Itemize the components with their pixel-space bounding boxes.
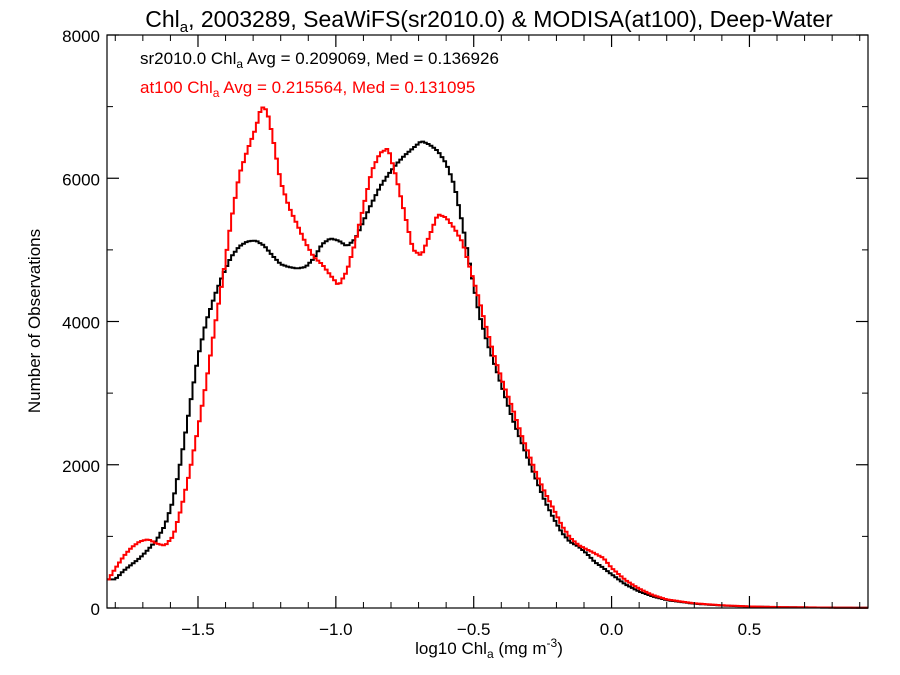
y-tick-label: 2000 <box>62 457 100 476</box>
x-tick-label: −1.5 <box>181 620 215 639</box>
y-axis-label: Number of Observations <box>25 229 44 413</box>
chart-title: Chla, 2003289, SeaWiFS(sr2010.0) & MODIS… <box>145 6 833 36</box>
x-tick-label: 0.5 <box>738 620 762 639</box>
annotation-sr2010: sr2010.0 Chla Avg = 0.209069, Med = 0.13… <box>140 49 499 71</box>
y-tick-label: 6000 <box>62 170 100 189</box>
x-tick-label: 0.0 <box>600 620 624 639</box>
series-layer <box>107 106 868 609</box>
tick-layer: −1.5 −1.0 −0.5 0.0 0.5 0 2000 4000 6000 8000 <box>62 27 868 639</box>
plot-frame <box>106 34 869 609</box>
annotation-at100: at100 Chla Avg = 0.215564, Med = 0.13109… <box>140 78 475 100</box>
x-tick-label: −0.5 <box>457 620 491 639</box>
x-axis-label: log10 Chla (mg m-3) <box>415 636 563 661</box>
y-tick-label: 8000 <box>62 27 100 46</box>
x-tick-label: −1.0 <box>319 620 353 639</box>
series-line-1 <box>107 106 868 609</box>
y-tick-label: 4000 <box>62 314 100 333</box>
y-tick-label: 0 <box>91 600 100 619</box>
